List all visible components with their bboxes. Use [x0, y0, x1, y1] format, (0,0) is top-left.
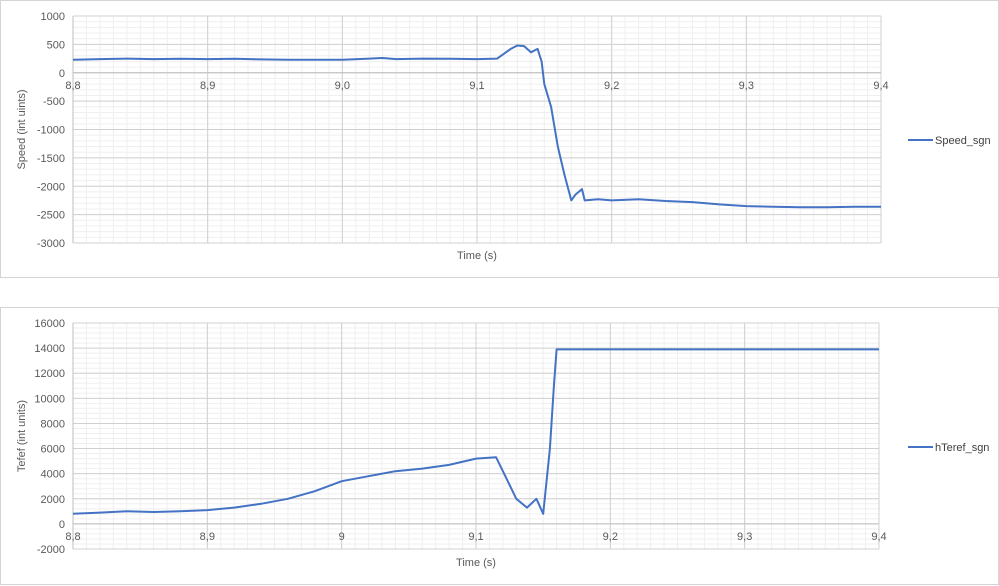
- x-tick-label: 9,1: [468, 531, 483, 543]
- y-tick-label: 8000: [41, 418, 65, 430]
- x-tick-label: 9,2: [604, 80, 619, 92]
- y-axis-title: Speed (int uints): [16, 89, 28, 169]
- series-line: [72, 348, 879, 515]
- y-tick-label: 0: [59, 68, 65, 80]
- y-tick-label: -3000: [37, 238, 65, 250]
- y-tick-label: 4000: [41, 469, 65, 481]
- y-tick-label: 6000: [41, 444, 65, 456]
- x-tick-label: 8,8: [65, 531, 80, 543]
- x-tick-label: 9,0: [335, 80, 350, 92]
- y-tick-label: -2000: [37, 181, 65, 193]
- teref-chart: -2000 0 2000 4000 6000 8000 10000 12000 14000 160…: [0, 307, 999, 585]
- legend-label: hTeref_sgn: [935, 442, 989, 454]
- y-axis-title: Tefef (int units): [16, 400, 28, 472]
- x-axis-title: Time (s): [456, 557, 496, 569]
- x-tick-label: 8,9: [200, 80, 215, 92]
- y-tick-label: 0: [59, 519, 65, 531]
- x-tick-label: 9,4: [873, 80, 888, 92]
- legend: Speed_sgn: [908, 135, 991, 147]
- x-tick-label: 9,3: [737, 531, 752, 543]
- x-tick-label: 9,1: [469, 80, 484, 92]
- chart-svg: -2000 0 2000 4000 6000 8000 10000 12000 14000 160…: [16, 318, 989, 569]
- x-tick-label: 9,2: [603, 531, 618, 543]
- x-tick-label: 8,8: [65, 80, 80, 92]
- x-tick-label: 9: [339, 531, 345, 543]
- y-tick-label: 16000: [34, 318, 65, 330]
- x-tick-label: 9,4: [871, 531, 886, 543]
- y-tick-label: 14000: [34, 343, 65, 355]
- speed-chart: -3000 -2500 -2000 -1500 -1000 -500 0 500 1000 8,8…: [0, 0, 999, 278]
- x-tick-label: 9,3: [739, 80, 754, 92]
- y-tick-label: 10000: [34, 393, 65, 405]
- y-tick-label: -1500: [37, 153, 65, 165]
- y-tick-label: -500: [43, 96, 65, 108]
- y-tick-label: 12000: [34, 368, 65, 380]
- chart-svg: -3000 -2500 -2000 -1500 -1000 -500 0 500 1000 8,8…: [16, 11, 991, 262]
- y-tick-label: 2000: [41, 494, 65, 506]
- x-tick-label: 8,9: [200, 531, 215, 543]
- y-tick-label: -2000: [37, 544, 65, 556]
- major-gridlines: [72, 322, 880, 550]
- legend-label: Speed_sgn: [935, 135, 991, 147]
- y-tick-label: -1000: [37, 125, 65, 137]
- y-tick-label: -2500: [37, 210, 65, 222]
- series-line: [72, 44, 881, 209]
- x-axis-title: Time (s): [457, 250, 497, 262]
- y-tick-label: 500: [47, 39, 65, 51]
- y-tick-label: 1000: [41, 11, 65, 23]
- legend: hTeref_sgn: [908, 442, 989, 454]
